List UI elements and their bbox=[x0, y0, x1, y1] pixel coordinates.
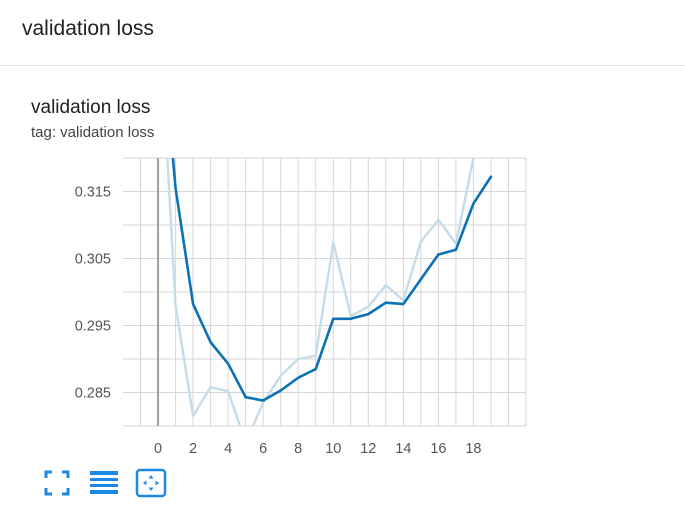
series-line-smoothed[interactable] bbox=[158, 0, 493, 402]
section-title: validation loss bbox=[22, 17, 154, 40]
x-tick-label: 0 bbox=[154, 441, 162, 457]
y-tick-label: 0.295 bbox=[75, 319, 111, 335]
series-layer bbox=[158, 0, 493, 443]
fit-domain-icon[interactable] bbox=[134, 466, 168, 500]
x-tick-label: 14 bbox=[395, 441, 411, 457]
fullscreen-icon[interactable] bbox=[40, 466, 74, 500]
x-tick-label: 18 bbox=[465, 441, 481, 457]
tick-labels: 0.315 0.305 0.295 0.285 0 2 4 6 8 10 12 14 16 18 bbox=[75, 185, 482, 458]
x-tick-label: 16 bbox=[430, 441, 446, 457]
y-tick-label: 0.285 bbox=[75, 386, 111, 402]
card-tag: tag: validation loss bbox=[31, 124, 155, 141]
x-tick-label: 6 bbox=[259, 441, 267, 457]
x-tick-label: 4 bbox=[224, 441, 232, 457]
x-tick-label: 8 bbox=[294, 441, 302, 457]
x-tick-label: 10 bbox=[325, 441, 341, 457]
series-line-raw[interactable] bbox=[158, 0, 491, 443]
section-header: validation loss bbox=[0, 0, 685, 66]
data-table-icon[interactable] bbox=[87, 466, 121, 500]
card-title: validation loss bbox=[31, 97, 151, 118]
y-tick-label: 0.315 bbox=[75, 185, 111, 201]
x-tick-label: 2 bbox=[189, 441, 197, 457]
y-tick-label: 0.305 bbox=[75, 252, 111, 268]
x-tick-label: 12 bbox=[360, 441, 376, 457]
